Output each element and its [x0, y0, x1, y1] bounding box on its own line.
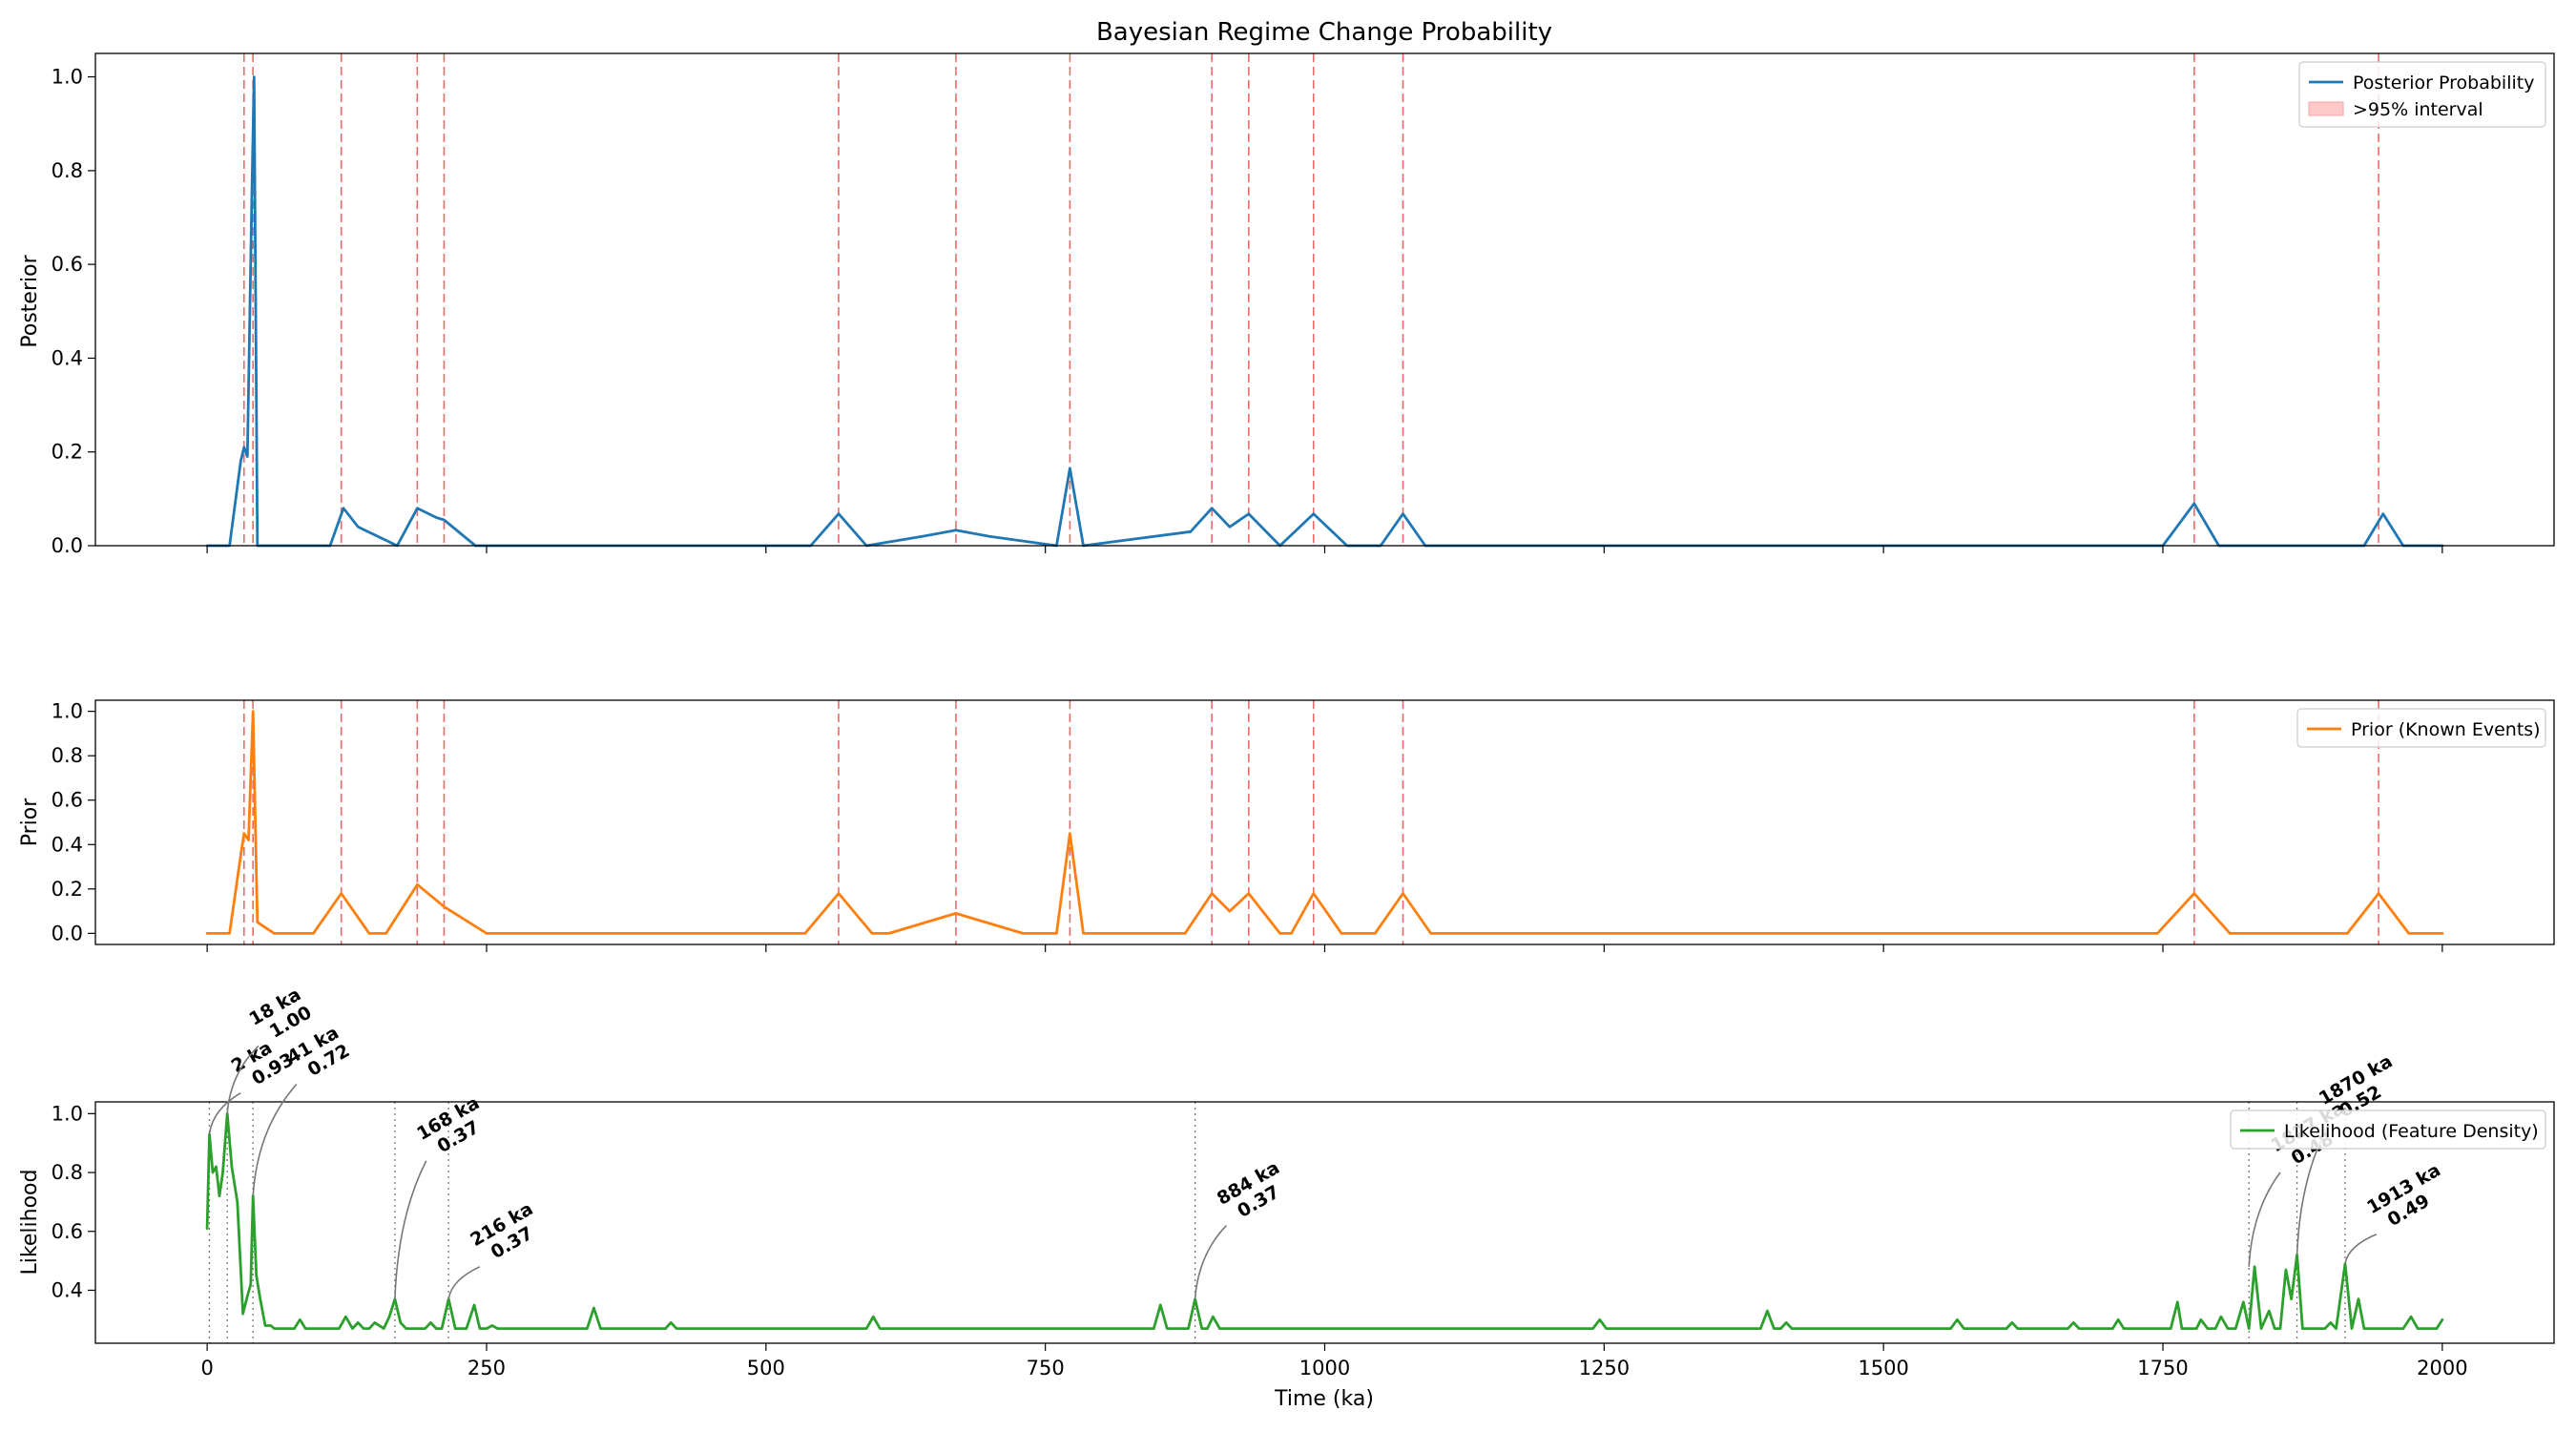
- y-tick-label: 0.2: [52, 878, 83, 901]
- annotation-arrow: [252, 1083, 298, 1196]
- time-axis-label: Time (ka): [1274, 1387, 1374, 1411]
- x-tick-label: 750: [1027, 1357, 1065, 1379]
- y-tick-label: 0.4: [52, 346, 83, 369]
- posterior-legend: Posterior Probability >95% interval: [2298, 61, 2546, 128]
- likelihood-axis-label: Likelihood: [18, 1170, 42, 1275]
- likelihood-series-line: [205, 1111, 2444, 1330]
- x-tick-label: 500: [747, 1357, 785, 1379]
- peak-annotation: 1913 ka0.49: [2363, 1160, 2455, 1237]
- y-tick-label: 0.2: [52, 441, 83, 464]
- x-tick-label: 0: [200, 1357, 213, 1379]
- y-tick-label: 1.0: [52, 700, 83, 723]
- legend-patch-swatch: [2308, 101, 2344, 116]
- x-tick-label: 1500: [1858, 1357, 1908, 1379]
- x-tick-label: 1750: [2137, 1357, 2188, 1379]
- prior-panel: 0.0 0.2 0.4 0.6 0.8 1.0 Prior (Known Events): [52, 699, 2555, 952]
- y-tick-label: 0.8: [52, 744, 83, 767]
- x-tick-label: 1250: [1579, 1357, 1630, 1379]
- legend-entry-label: Prior (Known Events): [2351, 719, 2541, 740]
- posterior-panel: 0.0 0.2 0.4 0.6 0.8 1.0 Posterior Probability >…: [52, 52, 2555, 557]
- y-tick-label: 0.0: [52, 922, 83, 944]
- y-tick-label: 0.6: [52, 1220, 83, 1243]
- prior-axis-label: Prior: [18, 798, 42, 846]
- annotation-arrow: [208, 1092, 241, 1135]
- annotation-arrow: [2344, 1234, 2378, 1264]
- y-tick-label: 1.0: [52, 1102, 83, 1125]
- peak-annotation: 168 ka0.37: [413, 1092, 493, 1163]
- y-tick-label: 0.8: [52, 159, 83, 182]
- annotation-arrow: [447, 1266, 481, 1299]
- y-tick-label: 0.0: [52, 534, 83, 557]
- legend-entry-label: Likelihood (Feature Density): [2284, 1121, 2539, 1142]
- peak-annotation: 884 ka0.37: [1214, 1157, 1294, 1228]
- prior-legend: Prior (Known Events): [2296, 708, 2546, 748]
- annotation-arrow: [1194, 1225, 1227, 1299]
- annotation-arrow: [394, 1160, 427, 1299]
- likelihood-panel: 0.4 0.6 0.8 1.0 0 250 500 750 1000 1250 1500 1750 20…: [52, 984, 2555, 1379]
- plot-frame: [94, 52, 2555, 547]
- annotation-arrow: [226, 1045, 260, 1114]
- x-tick-label: 1000: [1299, 1357, 1350, 1379]
- likelihood-legend: Likelihood (Feature Density): [2230, 1110, 2546, 1150]
- legend-box: [2296, 708, 2546, 748]
- prior-series-line: [205, 710, 2444, 935]
- peak-annotation: 2 ka0.93: [228, 1030, 298, 1095]
- legend-entry-label: >95% interval: [2353, 99, 2483, 120]
- y-tick-label: 0.4: [52, 833, 83, 856]
- y-tick-label: 0.6: [52, 253, 83, 276]
- legend-box: [2298, 61, 2546, 128]
- chart-title: Bayesian Regime Change Probability: [1096, 18, 1552, 47]
- peak-annotation: 216 ka0.37: [467, 1198, 547, 1269]
- posterior-series-line: [205, 75, 2444, 548]
- y-tick-label: 0.8: [52, 1161, 83, 1184]
- y-tick-label: 1.0: [52, 66, 83, 89]
- annotation-arrow: [2248, 1172, 2281, 1267]
- x-tick-label: 2000: [2417, 1357, 2467, 1379]
- y-tick-label: 0.6: [52, 789, 83, 812]
- posterior-axis-label: Posterior: [18, 254, 42, 347]
- legend-entry-label: Posterior Probability: [2353, 73, 2534, 93]
- legend-box: [2230, 1110, 2546, 1150]
- x-tick-label: 250: [467, 1357, 506, 1379]
- y-tick-label: 0.4: [52, 1278, 83, 1301]
